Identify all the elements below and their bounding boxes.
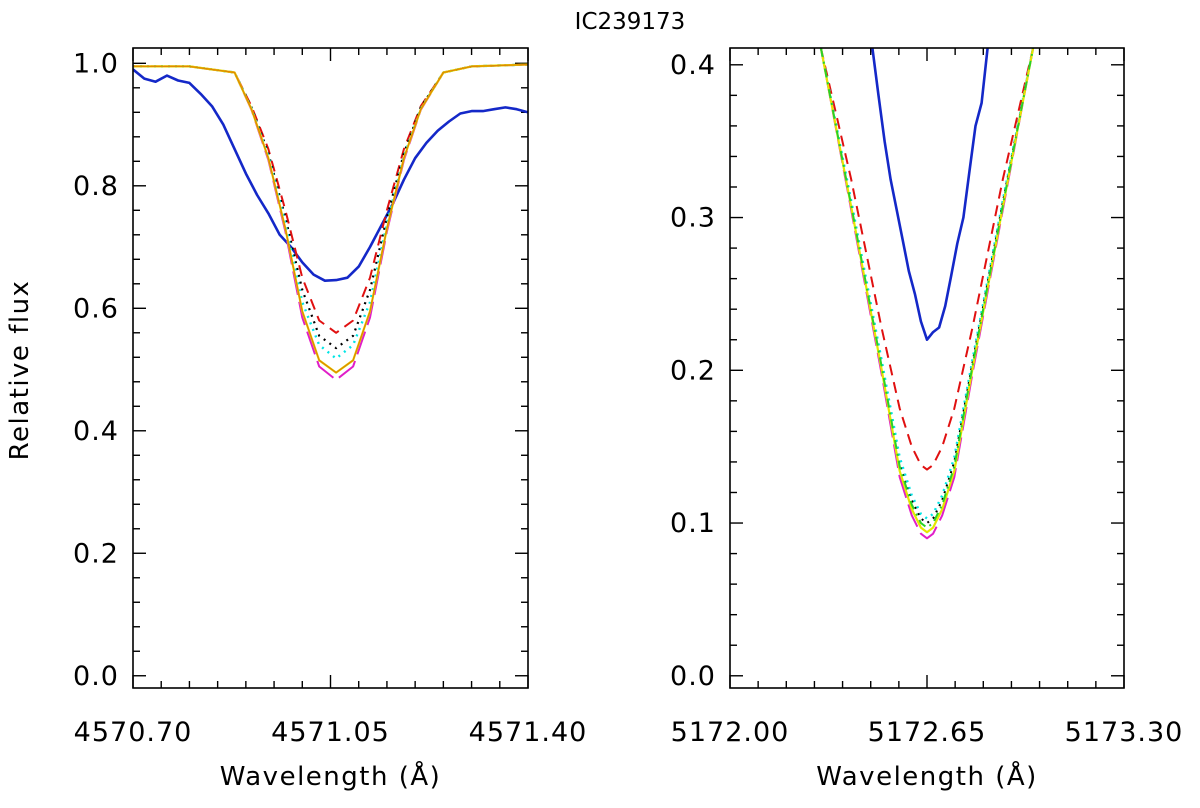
right-panel-ticks — [729, 48, 1125, 688]
right-panel-y-tick-label: 0.4 — [670, 50, 716, 81]
right-panel-series-model-6 — [819, 48, 1035, 529]
right-panel-series-observed — [871, 48, 989, 342]
right-panel-series — [819, 48, 1035, 540]
right-panel-x-tick-label: 5172.65 — [868, 717, 987, 748]
right-panel-series-model-2 — [819, 48, 1035, 524]
right-panel-series-model-5 — [819, 48, 1035, 534]
left-panel-frame — [132, 47, 529, 689]
left-panel-y-tick-label: 0.2 — [73, 538, 119, 569]
left-panel-x-label: Wavelength (Å) — [220, 760, 442, 792]
left-panel-series — [133, 63, 528, 381]
right-panel-series-model-1 — [819, 48, 1035, 471]
left-panel-series-model-3 — [133, 63, 528, 360]
left-panel-x-tick-label: 4571.40 — [469, 717, 588, 748]
left-panel-tick-labels: 0.0 0.2 0.4 0.6 0.8 1.0 4570.70 4571.05 4571.40 — [73, 48, 588, 748]
y-axis-label: Relative flux — [5, 280, 35, 461]
left-panel-series-observed — [133, 68, 528, 283]
right-panel-y-tick-label: 0.0 — [670, 661, 716, 692]
left-panel-y-tick-label: 1.0 — [73, 48, 119, 79]
figure-title: IC239173 — [575, 9, 686, 35]
left-panel-series-model-2 — [133, 63, 528, 350]
left-panel-y-tick-label: 0.6 — [73, 293, 119, 324]
left-panel-series-model-1 — [133, 63, 528, 334]
right-panel-x-label: Wavelength (Å) — [816, 760, 1038, 792]
left-panel-y-tick-label: 0.0 — [73, 661, 119, 692]
left-panel-ticks — [132, 48, 529, 688]
right-panel-series-model-4 — [819, 48, 1035, 540]
left-panel-y-tick-label: 0.4 — [73, 416, 119, 447]
right-panel-x-tick-label: 5172.00 — [671, 717, 790, 748]
right-panel-x-tick-label: 5173.30 — [1065, 717, 1184, 748]
right-panel-series-model-3 — [819, 48, 1035, 520]
right-panel-y-tick-label: 0.3 — [670, 203, 716, 234]
left-panel-x-tick-label: 4570.70 — [74, 717, 193, 748]
right-panel-y-tick-label: 0.1 — [670, 508, 716, 539]
right-panel-tick-labels: 0.0 0.1 0.2 0.3 0.4 5172.00 5172.65 5173.30 — [670, 50, 1184, 748]
left-panel-series-model-6 — [133, 63, 528, 374]
left-panel-y-tick-label: 0.8 — [73, 171, 119, 202]
left-panel-x-tick-label: 4571.05 — [271, 717, 390, 748]
right-panel: 0.0 0.1 0.2 0.3 0.4 5172.00 5172.65 5173.30 Wav… — [670, 47, 1184, 792]
right-panel-y-tick-label: 0.2 — [670, 355, 716, 386]
right-panel-frame — [729, 47, 1125, 689]
